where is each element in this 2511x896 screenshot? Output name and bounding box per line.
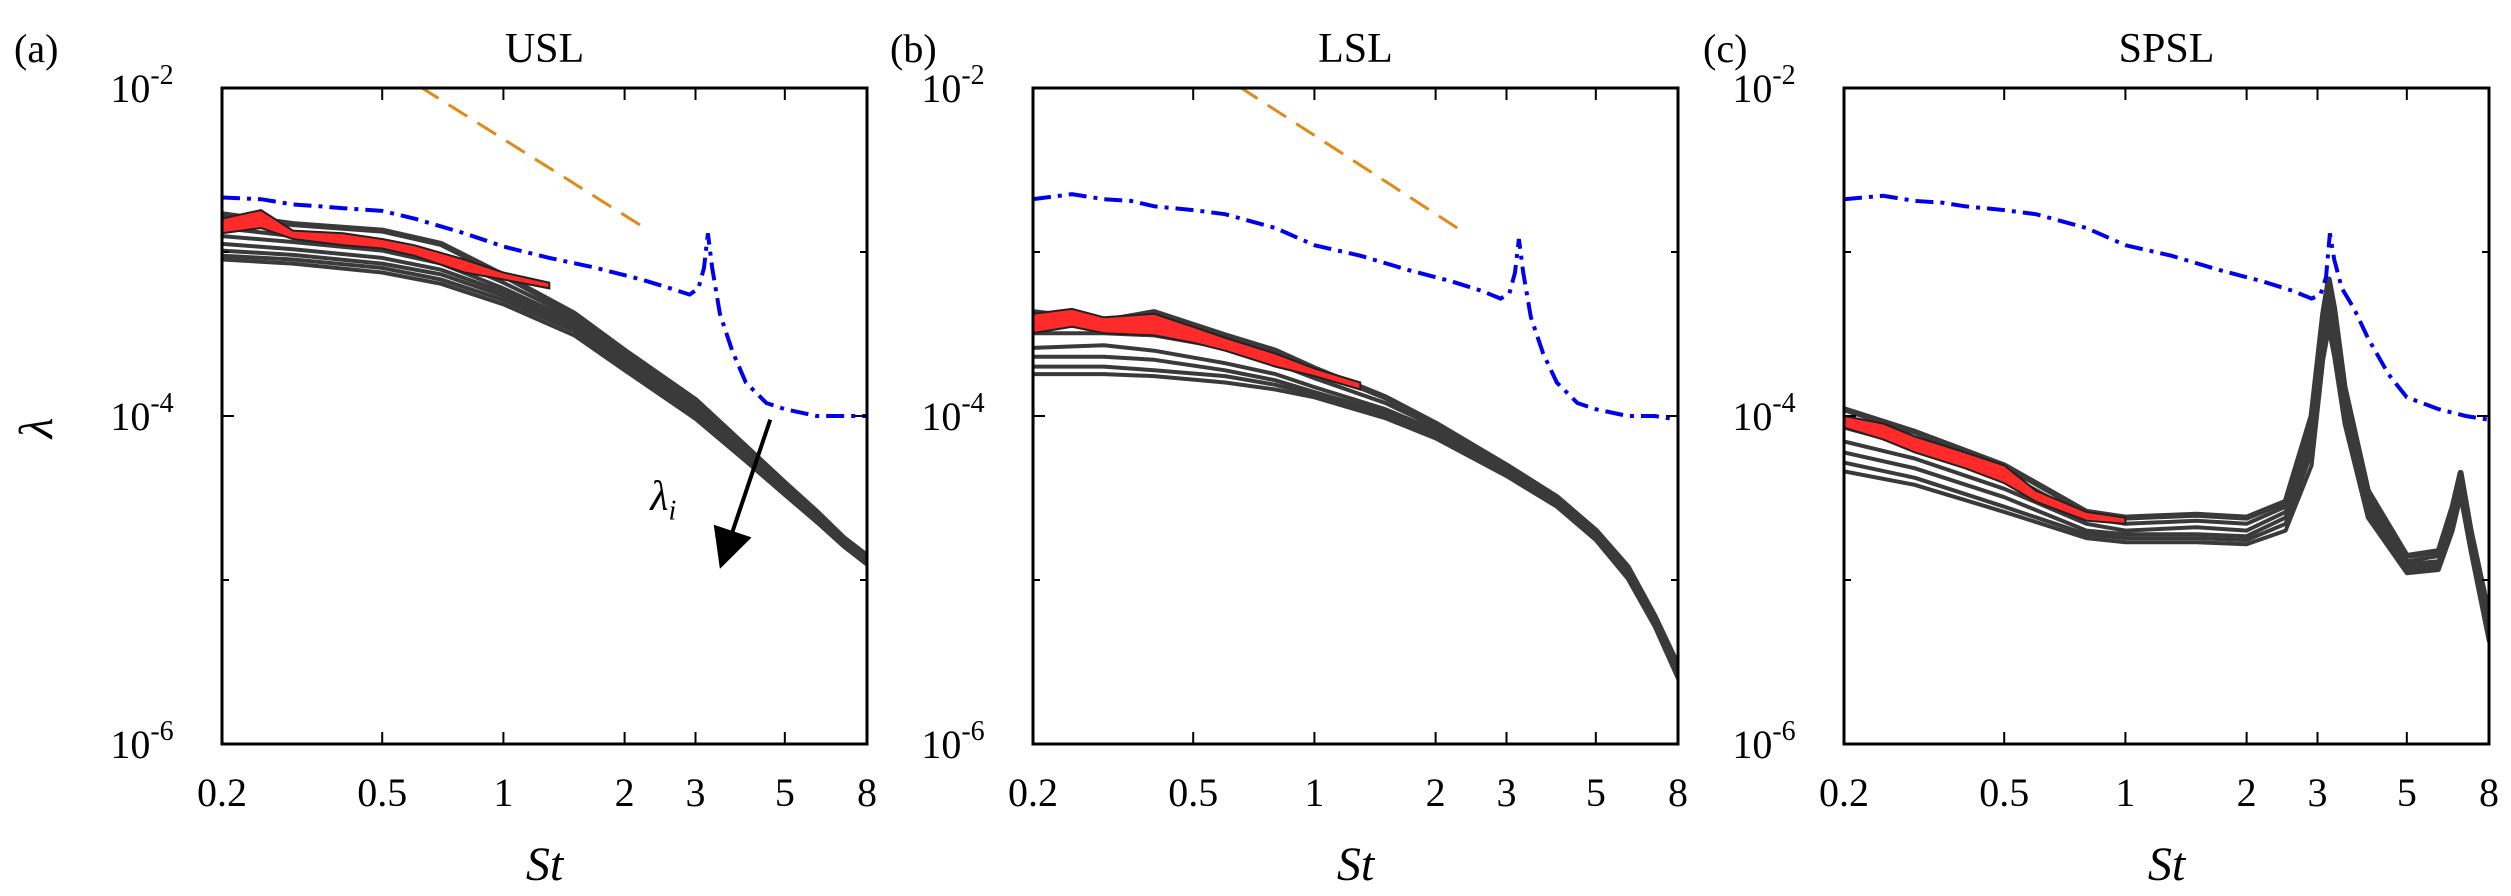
annotation-subscript: i (668, 496, 676, 527)
y-tick-label: 10-2 (921, 60, 984, 111)
leading-mode-band (1033, 307, 1362, 391)
axes-frame (1842, 86, 2491, 746)
x-tick-label: 8 (1668, 770, 1688, 815)
panel-title: SPSL (2119, 26, 2215, 72)
leading-mode-band (222, 209, 551, 290)
mode-index-arrow (713, 419, 773, 569)
mode-curve-2 (222, 226, 867, 561)
x-tick-label: 2 (615, 770, 635, 815)
x-tick-label: 0.2 (1008, 770, 1058, 815)
y-tick-exponent: -4 (150, 388, 173, 419)
y-tick-base: 10 (921, 66, 961, 111)
mode-curve-4 (1844, 305, 2489, 633)
axes-frame (1031, 86, 1680, 746)
panel-title: LSL (1318, 26, 1393, 72)
y-tick-label: 10-4 (921, 388, 984, 439)
y-tick-label: 10-6 (1732, 716, 1795, 767)
y-tick-exponent: -2 (961, 60, 984, 91)
y-tick-base: 10 (110, 722, 150, 767)
plot-area (1033, 88, 1678, 680)
mode-index-label: λi (648, 474, 676, 527)
x-tick-label: 8 (857, 770, 877, 815)
slope-reference-line (1238, 88, 1465, 234)
x-tick-label: 5 (775, 770, 795, 815)
x-tick-label: 0.5 (1168, 770, 1218, 815)
panel-title: USL (505, 26, 584, 72)
y-tick-label: 10-6 (110, 716, 173, 767)
x-tick-label: 1 (2115, 770, 2135, 815)
y-tick-base: 10 (1732, 66, 1772, 111)
axes-frame (220, 86, 869, 746)
x-tick-label: 2 (2237, 770, 2257, 815)
y-tick-label: 10-4 (110, 388, 173, 439)
x-tick-label: 0.5 (357, 770, 407, 815)
annotation-symbol: λ (648, 474, 668, 520)
x-tick-label: 0.2 (1819, 770, 1869, 815)
y-tick-label: 10-2 (1732, 60, 1795, 111)
x-tick-label: 2 (1426, 770, 1446, 815)
x-tick-label: 5 (1586, 770, 1606, 815)
mode-curve-7 (222, 257, 867, 567)
x-tick-label: 3 (1497, 770, 1517, 815)
x-tick-label: 3 (686, 770, 706, 815)
energy-trace-line (222, 195, 867, 418)
x-tick-label: 5 (2397, 770, 2417, 815)
x-axis-label: St (526, 838, 565, 891)
x-axis-label: St (1337, 838, 1376, 891)
x-tick-label: 1 (1304, 770, 1324, 815)
mode-curve-3 (1844, 296, 2489, 630)
panel-label: (b) (890, 26, 937, 71)
y-tick-base: 10 (921, 722, 961, 767)
x-tick-label: 1 (493, 770, 513, 815)
plot-area (222, 88, 867, 567)
y-tick-exponent: -2 (1772, 60, 1795, 91)
y-tick-exponent: -2 (150, 60, 173, 91)
y-tick-base: 10 (921, 394, 961, 439)
plot-area (1844, 193, 2489, 643)
x-tick-label: 3 (2308, 770, 2328, 815)
y-tick-exponent: -4 (961, 388, 984, 419)
panel-label: (c) (1703, 26, 1747, 71)
y-tick-label: 10-2 (110, 60, 173, 111)
x-axis-label: St (2148, 838, 2187, 891)
y-axis-label: λ (10, 418, 63, 441)
x-tick-label: 0.5 (1979, 770, 2029, 815)
y-tick-exponent: -6 (1772, 716, 1795, 747)
x-tick-label: 8 (2479, 770, 2499, 815)
x-tick-label: 0.2 (197, 770, 247, 815)
energy-trace-line (1844, 193, 2489, 422)
leading-mode-band (1844, 414, 2127, 525)
panel-label: (a) (14, 26, 58, 71)
y-tick-base: 10 (1732, 394, 1772, 439)
y-tick-label: 10-4 (1732, 388, 1795, 439)
y-tick-base: 10 (1732, 722, 1772, 767)
mode-curve-6 (1033, 372, 1678, 680)
energy-trace-line (1033, 192, 1678, 422)
y-tick-exponent: -4 (1772, 388, 1795, 419)
y-tick-base: 10 (110, 66, 150, 111)
y-tick-base: 10 (110, 394, 150, 439)
slope-reference-line (419, 88, 650, 232)
mode-curve-1 (1033, 309, 1678, 668)
y-tick-exponent: -6 (150, 716, 173, 747)
y-tick-label: 10-6 (921, 716, 984, 767)
y-tick-exponent: -6 (961, 716, 984, 747)
mode-curve-6 (1844, 326, 2489, 643)
mode-curve-1 (222, 211, 867, 559)
